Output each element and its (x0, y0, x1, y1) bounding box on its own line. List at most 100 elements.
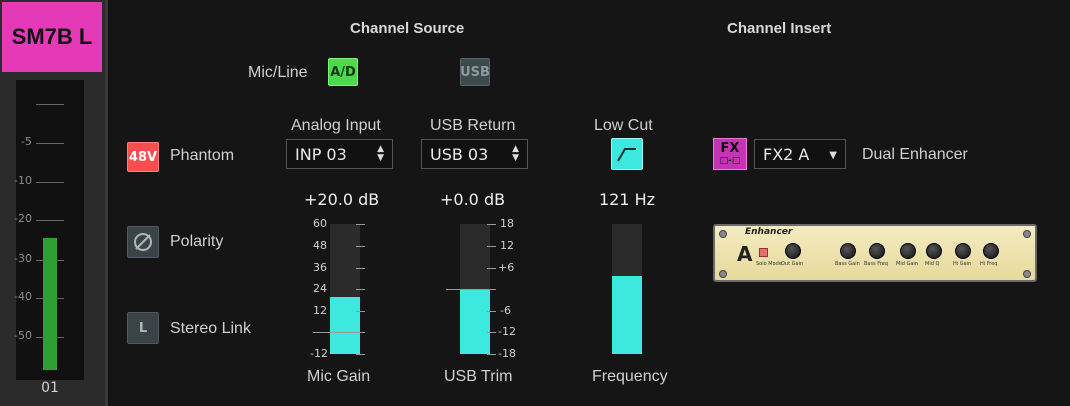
plugin-channel-letter: A (737, 242, 753, 266)
meter-tick (36, 182, 64, 183)
plugin-knob-label: Bass Gain (835, 261, 860, 267)
mic-gain-scale-label: 12 (313, 304, 327, 317)
effect-name: Dual Enhancer (862, 146, 968, 163)
low-cut-frequency-fill (612, 276, 642, 354)
polarity-button[interactable] (127, 226, 159, 258)
dropdown-arrow-icon: ▼ (829, 150, 837, 161)
bass-freq-knob[interactable] (869, 243, 885, 259)
select-updown-icon: ▲ ▼ (377, 144, 384, 163)
channel-number: 01 (41, 380, 59, 396)
meter-scale-label: -5 (21, 135, 32, 148)
bass-gain-knob[interactable] (840, 243, 856, 259)
mic-gain-scale-tick (356, 354, 365, 355)
channel-name-button[interactable]: SM7B L (2, 2, 102, 72)
meter-level-fill (43, 238, 57, 370)
mid-gain-knob[interactable] (900, 243, 916, 259)
usb-trim-scale-tick (487, 268, 496, 269)
usb-source-button[interactable]: USB (460, 58, 490, 86)
screw-icon (719, 270, 727, 278)
mic-gain-scale-label: 24 (313, 282, 327, 295)
fx-insert-button[interactable]: FX □-□ (713, 138, 747, 170)
usb-trim-scale-tick (487, 246, 496, 247)
usb-trim-readout: +0.0 dB (440, 190, 506, 209)
phantom-48v-button[interactable]: 48V (127, 142, 159, 172)
fx-routing-icon: □-□ (719, 156, 741, 166)
mic-gain-fill (330, 296, 360, 354)
usb-trim-scale-label: -12 (498, 325, 516, 338)
usb-trim-scale-label: 18 (500, 217, 514, 230)
mic-gain-scale-tick (356, 311, 365, 312)
solo-mode-led (759, 248, 768, 257)
enhancer-plugin-panel[interactable]: Enhancer A Solo Mode Out Gain Bass Gain … (713, 224, 1037, 282)
mic-line-label: Mic/Line (248, 64, 308, 81)
fx-button-label: FX (720, 141, 740, 156)
mid-q-knob[interactable] (926, 243, 942, 259)
mic-gain-label: Mic Gain (307, 368, 371, 385)
ad-button[interactable]: A/D (328, 58, 358, 86)
polarity-label: Polarity (170, 233, 224, 250)
mic-gain-scale-label: 60 (313, 217, 327, 230)
hi-freq-knob[interactable] (983, 243, 999, 259)
plugin-knob-label: Solo Mode (756, 261, 782, 267)
mic-gain-scale-label: 48 (313, 239, 327, 252)
channel-settings-panel (108, 0, 1070, 406)
low-cut-frequency-fader[interactable] (612, 224, 642, 354)
plugin-knob-label: Bass Freq (864, 261, 889, 267)
fx-slot-select[interactable]: FX2 A ▼ (754, 139, 846, 169)
low-cut-button[interactable] (611, 138, 643, 170)
screw-icon (719, 230, 727, 238)
frequency-label: Frequency (592, 368, 668, 385)
meter-tick (36, 220, 64, 221)
strip-divider (105, 0, 108, 406)
mic-gain-readout: +20.0 dB (304, 190, 380, 209)
plugin-knob-label: Mid Gain (896, 261, 918, 267)
channel-level-meter: -5 -10 -20 -30 -40 -50 (14, 80, 84, 380)
plugin-brand: Enhancer (745, 227, 793, 237)
usb-trim-label: USB Trim (444, 368, 513, 385)
hi-gain-knob[interactable] (955, 243, 971, 259)
stereo-link-button[interactable]: L (127, 312, 159, 344)
usb-return-select[interactable]: USB 03 ▲ ▼ (421, 139, 528, 169)
meter-scale-label: -20 (14, 212, 32, 225)
usb-trim-scale-tick (487, 311, 496, 312)
usb-return-value: USB 03 (430, 144, 489, 164)
high-pass-curve-icon (617, 148, 636, 162)
usb-trim-scale-label: -6 (500, 304, 511, 317)
polarity-symbol-icon (134, 233, 152, 251)
phantom-label: Phantom (170, 147, 235, 164)
mic-gain-scale-tick (356, 289, 365, 290)
plugin-knob-label: Hi Freq (980, 261, 998, 267)
analog-input-value: INP 03 (295, 144, 347, 164)
screw-icon (1023, 230, 1031, 238)
meter-tick (36, 143, 64, 144)
usb-trim-scale-label: +6 (498, 261, 515, 274)
stereo-link-label: Stereo Link (170, 320, 251, 337)
usb-trim-scale-tick (446, 289, 496, 290)
select-updown-icon: ▲ ▼ (512, 144, 519, 163)
usb-trim-scale-tick (487, 332, 496, 333)
meter-scale-label: -10 (14, 174, 32, 187)
meter-scale-label: -30 (14, 252, 32, 265)
mic-gain-scale-label: 36 (313, 261, 327, 274)
mic-gain-scale-tick (356, 268, 365, 269)
channel-source-title: Channel Source (350, 20, 465, 37)
low-cut-frequency-readout: 121 Hz (599, 190, 656, 209)
out-gain-knob[interactable] (785, 243, 801, 259)
usb-return-header: USB Return (430, 117, 516, 134)
meter-scale-label: -40 (14, 290, 32, 303)
analog-input-header: Analog Input (291, 117, 381, 134)
low-cut-header: Low Cut (594, 117, 653, 134)
meter-scale-label: -50 (14, 329, 32, 342)
usb-trim-scale-label: 12 (500, 239, 514, 252)
usb-trim-fill (460, 289, 490, 354)
meter-top-tick (36, 104, 64, 105)
screw-icon (1023, 270, 1031, 278)
plugin-knob-label: Hi Gain (953, 261, 972, 267)
plugin-knob-label: Mid Q (925, 261, 940, 267)
mic-gain-scale-label: -12 (310, 347, 328, 360)
usb-trim-scale-tick (487, 354, 496, 355)
usb-trim-scale-tick (487, 224, 496, 225)
plugin-knob-label: Out Gain (781, 261, 804, 267)
analog-input-select[interactable]: INP 03 ▲ ▼ (286, 139, 393, 169)
fx-slot-value: FX2 A (763, 144, 810, 164)
